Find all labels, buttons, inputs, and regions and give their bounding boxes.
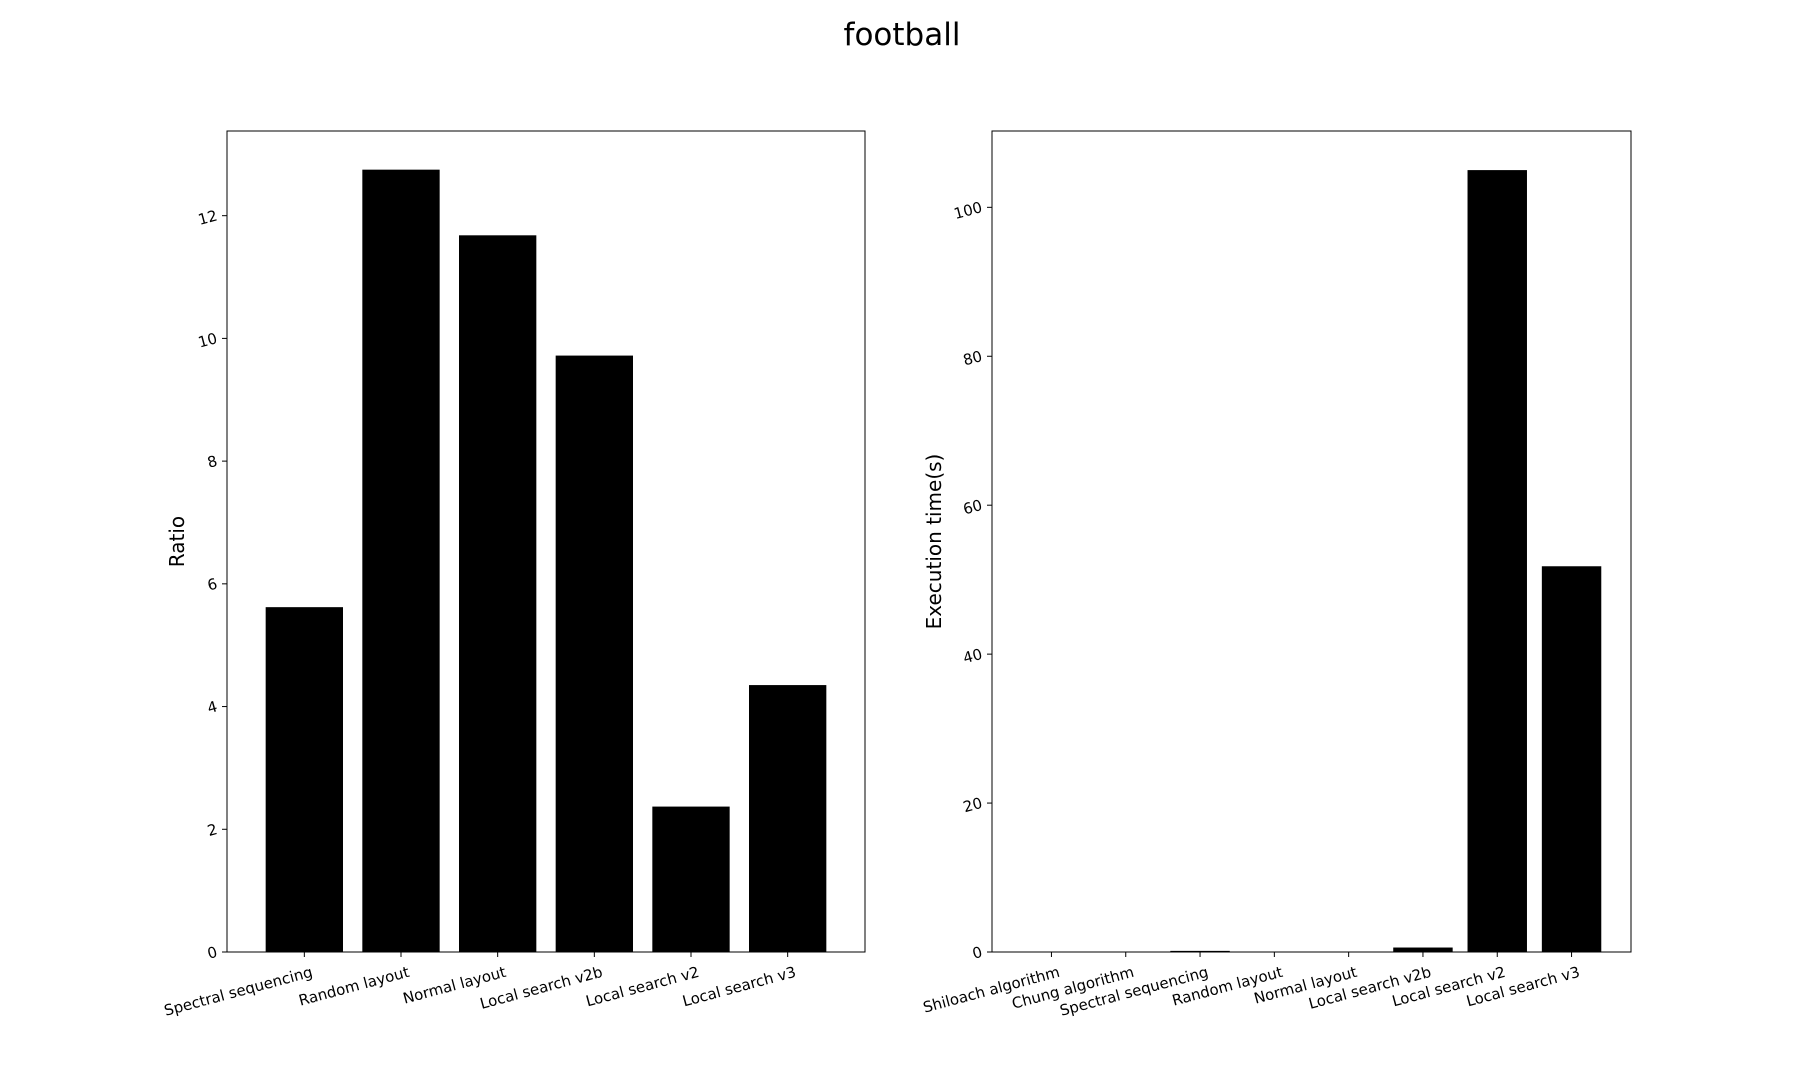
y-tick-label-execution-time-2: 40 bbox=[961, 645, 984, 667]
bar-execution-time-6 bbox=[1467, 170, 1527, 953]
y-tick-label-execution-time-4: 80 bbox=[961, 347, 984, 369]
y-tick-label-execution-time-3: 60 bbox=[961, 496, 984, 518]
bar-ratio-1 bbox=[362, 169, 440, 952]
bar-ratio-2 bbox=[459, 235, 537, 952]
bar-ratio-5 bbox=[749, 685, 827, 952]
y-tick-label-execution-time-1: 20 bbox=[961, 794, 984, 816]
y-tick-label-ratio-5: 10 bbox=[196, 329, 219, 351]
figure-title: football bbox=[844, 17, 961, 53]
y-tick-label-execution-time-5: 100 bbox=[952, 198, 984, 223]
y-tick-label-ratio-4: 8 bbox=[205, 452, 219, 472]
y-tick-label-ratio-0: 0 bbox=[205, 943, 219, 963]
bar-execution-time-7 bbox=[1541, 566, 1602, 952]
x-tick-label-ratio-0: Spectral sequencing bbox=[162, 963, 314, 1020]
y-tick-label-ratio-6: 12 bbox=[196, 207, 219, 229]
y-tick-label-ratio-1: 2 bbox=[205, 820, 219, 840]
x-tick-label-ratio-1: Random layout bbox=[297, 963, 412, 1010]
y-axis-label-ratio: Ratio bbox=[165, 516, 189, 567]
y-tick-label-ratio-2: 4 bbox=[205, 697, 219, 717]
bar-ratio-3 bbox=[555, 355, 633, 953]
y-tick-label-ratio-3: 6 bbox=[205, 575, 219, 595]
plot-frame-execution-time bbox=[991, 130, 1632, 953]
y-tick-label-execution-time-0: 0 bbox=[970, 943, 984, 963]
plot-frame-ratio bbox=[226, 130, 866, 953]
bar-execution-time-5 bbox=[1393, 947, 1453, 952]
bar-execution-time-2 bbox=[1170, 950, 1230, 952]
bar-ratio-0 bbox=[265, 607, 343, 952]
y-axis-label-execution-time: Execution time(s) bbox=[922, 454, 946, 630]
bar-ratio-4 bbox=[652, 806, 730, 952]
